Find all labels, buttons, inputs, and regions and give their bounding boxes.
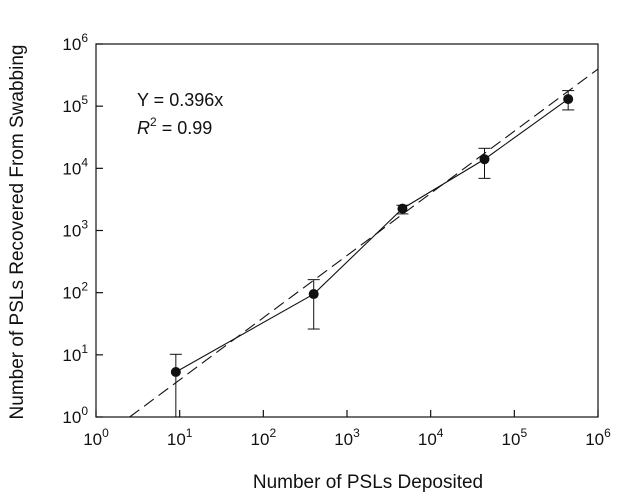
data-point [563,94,573,104]
data-point [309,289,319,299]
x-tick-base: 10 [334,430,353,449]
r-squared-annotation: R2 = 0.99 [137,115,212,138]
y-tick-label: 100 [62,404,88,427]
y-tick-base: 10 [62,97,81,116]
x-tick-exponent: 6 [604,426,611,440]
y-tick-exponent: 1 [81,342,88,356]
x-tick-base: 10 [83,430,102,449]
y-tick-exponent: 2 [81,280,88,294]
x-tick-label: 106 [585,426,611,449]
fit-equation: Y = 0.396x [137,90,223,110]
y-tick-label: 104 [62,155,88,178]
x-tick-base: 10 [502,430,521,449]
x-tick-label: 105 [502,426,528,449]
x-tick-exponent: 1 [186,426,193,440]
x-tick-base: 10 [585,430,604,449]
r-squared-symbol: R [137,118,150,138]
data-point [480,154,490,164]
x-tick-base: 10 [418,430,437,449]
x-tick-label: 102 [251,426,277,449]
y-tick-base: 10 [62,346,81,365]
y-tick-label: 101 [62,342,88,365]
y-tick-exponent: 5 [81,93,88,107]
y-tick-exponent: 4 [81,155,88,169]
x-tick-label: 104 [418,426,444,449]
x-axis-label: Number of PSLs Deposited [253,472,483,493]
data-point [171,367,181,377]
x-tick-base: 10 [251,430,270,449]
y-tick-base: 10 [62,159,81,178]
y-axis-label: Number of PSLs Recovered From Swabbing [7,45,28,420]
y-tick-label: 102 [62,280,88,303]
y-tick-base: 10 [62,35,81,54]
x-tick-label: 101 [167,426,193,449]
x-tick-exponent: 0 [102,426,109,440]
y-tick-exponent: 3 [81,218,88,232]
x-tick-label: 103 [334,426,360,449]
y-tick-base: 10 [62,222,81,241]
data-line [176,99,568,372]
x-tick-exponent: 3 [353,426,360,440]
y-tick-base: 10 [62,408,81,427]
y-tick-exponent: 0 [81,404,88,418]
x-tick-exponent: 2 [269,426,276,440]
y-tick-label: 103 [62,218,88,241]
x-axis: 100 101 102 103 104 105 106 [83,410,611,449]
r-squared-value: = 0.99 [157,118,213,138]
x-tick-base: 10 [167,430,186,449]
data-point [397,204,407,214]
y-tick-exponent: 6 [81,31,88,45]
x-tick-exponent: 4 [437,426,444,440]
x-tick-label: 100 [83,426,109,449]
x-tick-exponent: 5 [520,426,527,440]
y-tick-base: 10 [62,284,81,303]
y-tick-label: 106 [62,31,88,54]
y-tick-label: 105 [62,93,88,116]
